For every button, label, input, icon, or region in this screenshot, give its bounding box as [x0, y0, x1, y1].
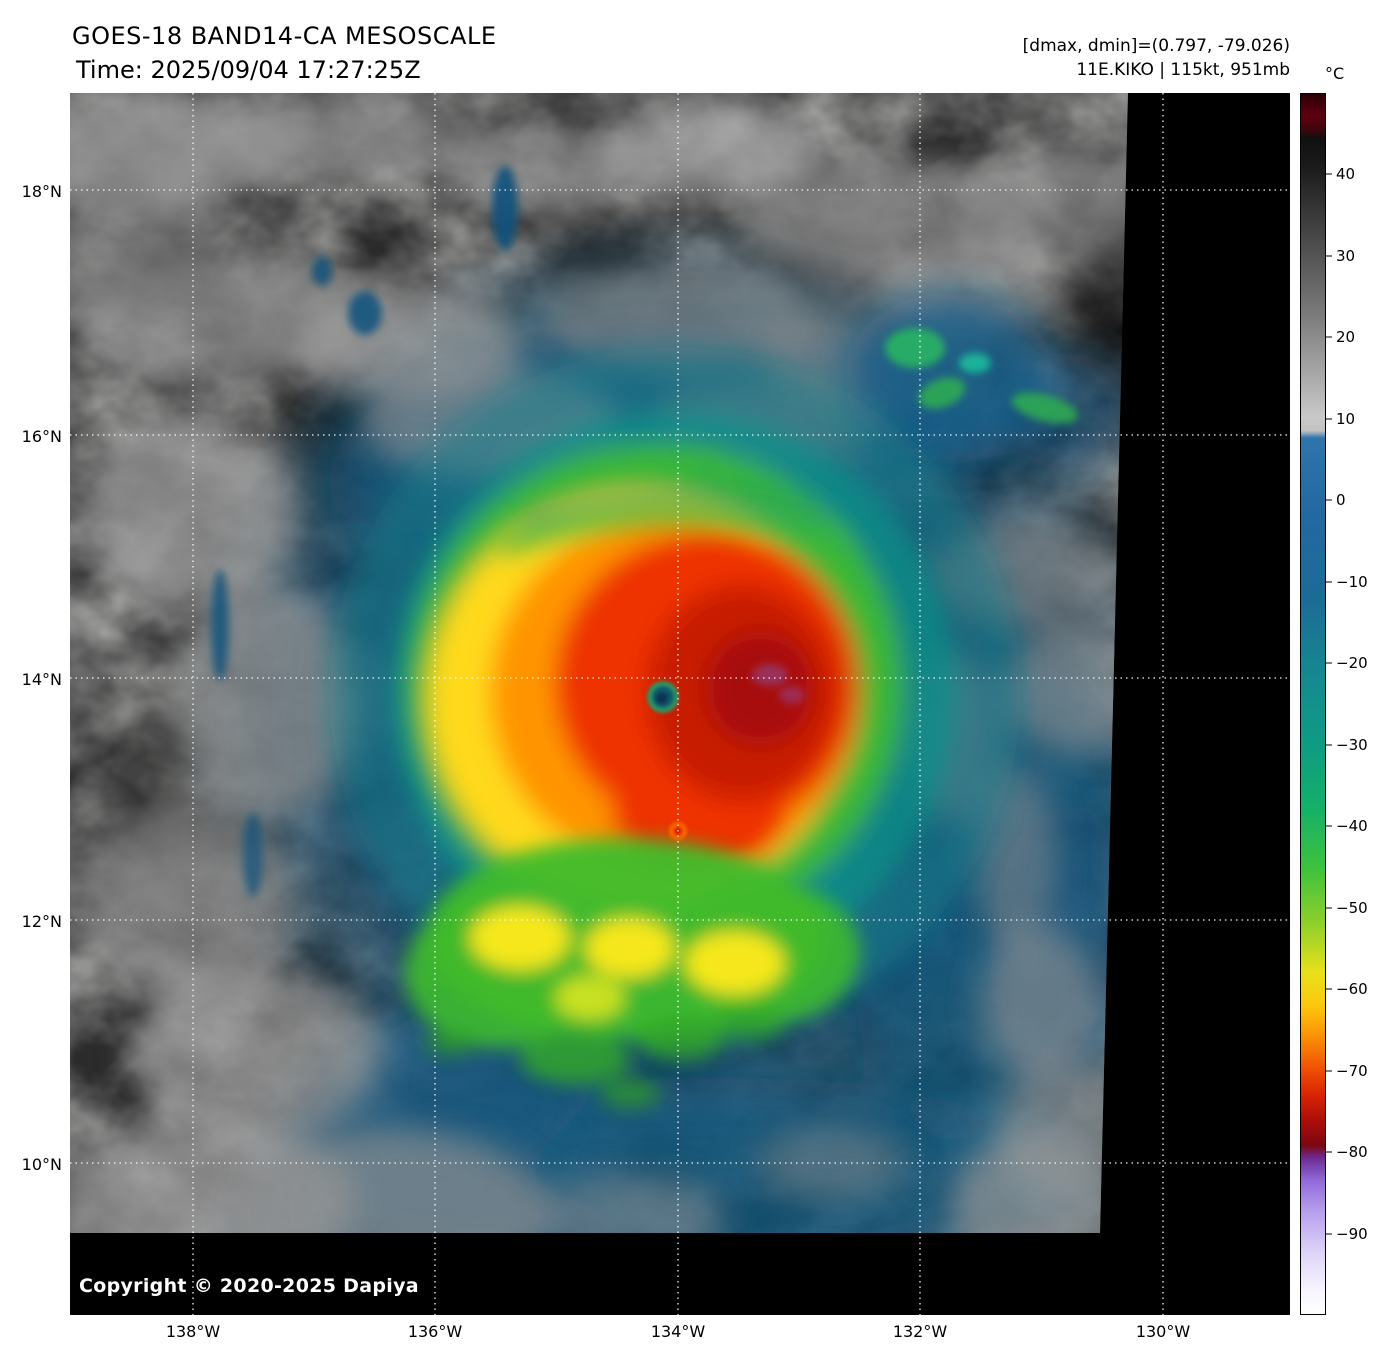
lon-label-132w: 132°W [892, 1322, 948, 1341]
colorbar-tick-label: −20 [1336, 654, 1368, 673]
temperature-colorbar [1300, 93, 1326, 1315]
timestamp: Time: 2025/09/04 17:27:25Z [76, 56, 421, 84]
colorbar-tick-label: 20 [1336, 328, 1356, 347]
lat-label-16n: 16°N [21, 427, 62, 446]
lat-label-14n: 14°N [21, 670, 62, 689]
colorbar-tick-container: 40 30 20 10 0 −10 −20 −30 −40 −50 −60 −70 −80 −90 [1300, 93, 1368, 1315]
colorbar-tick-label: −50 [1336, 898, 1368, 917]
colorbar-tick-mark [1326, 173, 1332, 175]
colorbar-tick-mark [1326, 825, 1332, 827]
colorbar-tick-mark [1326, 1151, 1332, 1153]
hurricane-eye [647, 681, 679, 713]
satellite-imagery [70, 93, 1290, 1315]
lat-label-12n: 12°N [21, 912, 62, 931]
dmax-dmin-readout: [dmax, dmin]=(0.797, -79.026) [1022, 36, 1290, 56]
colorbar-tick-mark [1326, 418, 1332, 420]
colorbar-tick-mark [1326, 255, 1332, 257]
lon-label-138w: 138°W [165, 1322, 221, 1341]
storm-info: 11E.KIKO | 115kt, 951mb [1076, 60, 1290, 80]
northeast-convective-cluster [845, 293, 1128, 473]
satellite-map-panel: Copyright © 2020-2025 Dapiya [70, 93, 1290, 1315]
northern-outflow-arcs [496, 462, 849, 558]
colorbar-tick-mark [1326, 1233, 1332, 1235]
colorbar-tick-label: −60 [1336, 980, 1368, 999]
lon-label-136w: 136°W [407, 1322, 463, 1341]
violet-cold-specks [752, 664, 805, 704]
colorbar-tick-label: 30 [1336, 246, 1356, 265]
southern-convection [405, 838, 860, 1108]
lat-label-10n: 10°N [21, 1155, 62, 1174]
colorbar-tick-mark [1326, 581, 1332, 583]
data-swath [70, 93, 1128, 1233]
colorbar-tick-label: 40 [1336, 165, 1356, 184]
colorbar-tick-label: −80 [1336, 1143, 1368, 1162]
colorbar-tick-mark [1326, 336, 1332, 338]
colorbar-tick-label: −40 [1336, 817, 1368, 836]
lat-label-18n: 18°N [21, 182, 62, 201]
colorbar-tick-label: 0 [1336, 491, 1346, 510]
colorbar-tick-label: −90 [1336, 1224, 1368, 1243]
colorbar-tick-label: −10 [1336, 572, 1368, 591]
colorbar-tick-mark [1326, 1070, 1332, 1072]
colorbar-tick-mark [1326, 744, 1332, 746]
colorbar-tick-label: −70 [1336, 1061, 1368, 1080]
colorbar-unit-label: °C [1325, 64, 1345, 83]
colorbar-tick-mark [1326, 499, 1332, 501]
copyright-notice: Copyright © 2020-2025 Dapiya [79, 1275, 419, 1297]
embedded-cold-slivers [211, 166, 518, 897]
colorbar-tick-mark [1326, 907, 1332, 909]
colorbar-tick-mark [1326, 662, 1332, 664]
colorbar-tick-mark [1326, 988, 1332, 990]
lon-label-134w: 134°W [650, 1322, 706, 1341]
page-title: GOES-18 BAND14-CA MESOSCALE [72, 22, 497, 50]
graticule [70, 93, 1290, 1315]
colorbar-tick-label: 10 [1336, 409, 1356, 428]
lon-label-130w: 130°W [1135, 1322, 1191, 1341]
colorbar-tick-label: −30 [1336, 735, 1368, 754]
